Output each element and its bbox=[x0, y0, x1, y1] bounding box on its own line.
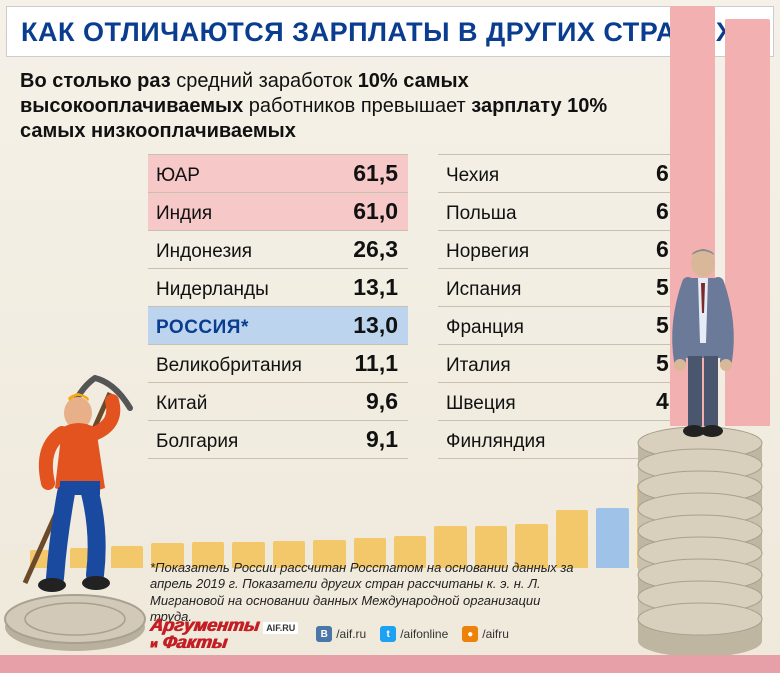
table-row: Чехия6,9 bbox=[438, 154, 698, 192]
social-handle: /aifru bbox=[482, 627, 509, 641]
social-handle: /aif.ru bbox=[336, 627, 366, 641]
country-name: Индия bbox=[156, 203, 212, 225]
country-name: РОССИЯ* bbox=[156, 317, 249, 339]
logo-line2: и Факты bbox=[149, 632, 261, 653]
headline-text: КАК ОТЛИЧАЮТСЯ ЗАРПЛАТЫ В ДРУГИХ СТРАНАХ… bbox=[21, 17, 759, 48]
social-tw[interactable]: t/aifonline bbox=[380, 626, 448, 642]
country-value: 26,3 bbox=[353, 236, 398, 263]
worker-illustration bbox=[0, 353, 155, 613]
table-row: Индонезия 26,3 bbox=[148, 230, 408, 268]
table-row: Испания5,8 bbox=[438, 268, 698, 306]
subhead-part: Во столько раз bbox=[20, 70, 171, 92]
social-handle: /aifonline bbox=[400, 627, 448, 641]
branding: Аргументы и Факты AIF.RU B/aif.ru t/aifon… bbox=[150, 615, 509, 653]
subhead-part: работников превышает bbox=[249, 95, 466, 117]
table-row: Индия 61,0 bbox=[148, 192, 408, 230]
table-row: Норвегия6,2 bbox=[438, 230, 698, 268]
social-ok[interactable]: ● /aifru bbox=[462, 626, 509, 642]
country-value: 13,1 bbox=[353, 274, 398, 301]
country-name: Чехия bbox=[446, 165, 499, 187]
table-row: Польша6,7 bbox=[438, 192, 698, 230]
logo-domain: AIF.RU bbox=[263, 622, 298, 634]
table-row: РОССИЯ* 13,0 bbox=[148, 306, 408, 344]
social-vk[interactable]: B/aif.ru bbox=[316, 626, 366, 642]
country-name: Испания bbox=[446, 279, 521, 301]
country-value: 13,0 bbox=[353, 312, 398, 339]
country-value: 61,5 bbox=[353, 160, 398, 187]
subhead-part: средний заработок bbox=[176, 70, 352, 92]
country-name: Норвегия bbox=[446, 241, 529, 263]
ok-icon: ● bbox=[462, 626, 478, 642]
headline-box: КАК ОТЛИЧАЮТСЯ ЗАРПЛАТЫ В ДРУГИХ СТРАНАХ… bbox=[6, 6, 774, 57]
table-row: Франция5,7 bbox=[438, 306, 698, 344]
vk-icon: B bbox=[316, 626, 332, 642]
subhead: Во столько раз средний заработок 10% сам… bbox=[0, 63, 640, 154]
businessman-illustration bbox=[664, 243, 742, 443]
country-name: ЮАР bbox=[156, 165, 200, 187]
country-name: Нидерланды bbox=[156, 279, 269, 301]
bar bbox=[596, 508, 628, 568]
footer-strip bbox=[0, 655, 780, 673]
tw-icon: t bbox=[380, 626, 396, 642]
table-row: Нидерланды 13,1 bbox=[148, 268, 408, 306]
table-row: ЮАР 61,5 bbox=[148, 154, 408, 192]
country-name: Индонезия bbox=[156, 241, 252, 263]
country-name: Франция bbox=[446, 317, 524, 339]
country-name: Польша bbox=[446, 203, 517, 225]
country-value: 61,0 bbox=[353, 198, 398, 225]
aif-logo: Аргументы и Факты AIF.RU bbox=[150, 615, 298, 653]
